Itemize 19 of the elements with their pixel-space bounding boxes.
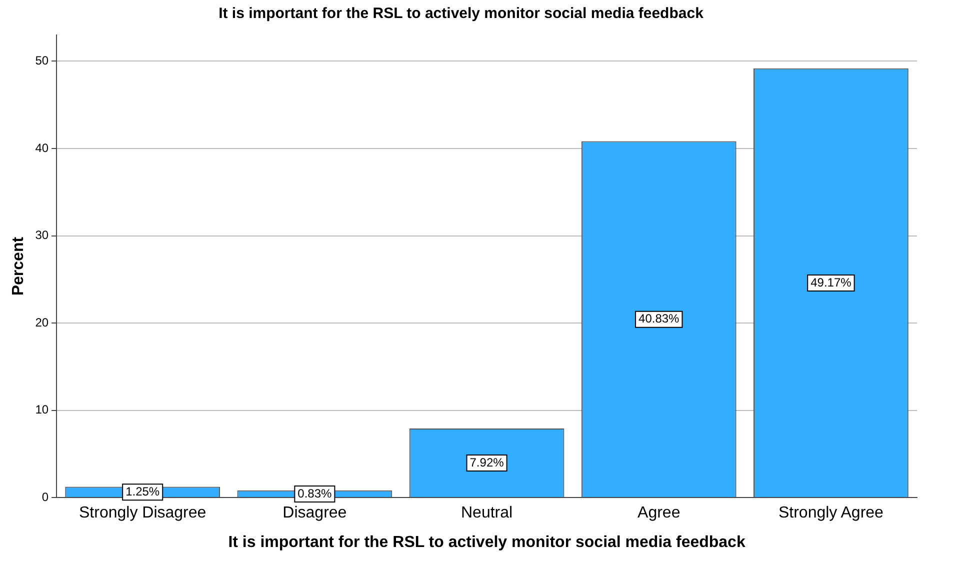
- y-tick-label: 0: [42, 490, 49, 504]
- y-axis-title: Percent: [10, 236, 28, 296]
- x-tick-label: Agree: [638, 504, 680, 522]
- y-tick-label: 40: [35, 140, 49, 155]
- data-label: 1.25%: [126, 484, 160, 498]
- data-label: 49.17%: [810, 275, 852, 290]
- chart-title: It is important for the RSL to actively monitor social media feedback: [218, 5, 704, 22]
- y-tick-label: 20: [35, 315, 49, 330]
- x-axis-title: It is important for the RSL to actively monitor social media feedback: [228, 534, 746, 551]
- y-tick-label: 10: [35, 402, 49, 417]
- x-tick-label: Neutral: [460, 504, 513, 522]
- data-label: 40.83%: [638, 312, 680, 326]
- data-label: 0.83%: [298, 486, 332, 500]
- x-tick-label: Strongly Agree: [778, 504, 884, 522]
- y-tick-label: 50: [35, 53, 49, 68]
- x-tick-label: Disagree: [282, 504, 347, 522]
- data-label: 7.92%: [470, 455, 504, 470]
- x-tick-label: Strongly Disagree: [79, 504, 206, 522]
- y-tick-label: 30: [35, 228, 49, 242]
